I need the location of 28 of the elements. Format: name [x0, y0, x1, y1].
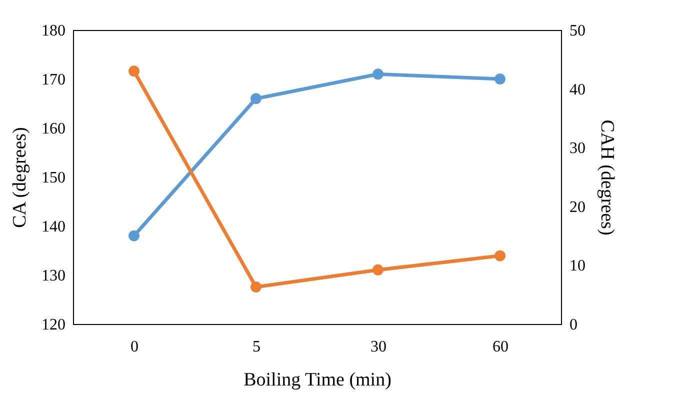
x-tick-label: 0 [130, 338, 138, 356]
x-axis-title: Boiling Time (min) [244, 370, 392, 390]
point [128, 66, 140, 77]
x-tick-label: 60 [492, 338, 508, 356]
y-tick-label: 150 [42, 170, 66, 186]
y2-tick-label: 0 [570, 316, 578, 334]
y-axis-title: CA (degrees) [10, 127, 30, 228]
y2-tick-label: 20 [570, 198, 586, 216]
point [372, 264, 384, 276]
y-tick-label: 180 [42, 22, 66, 40]
y2-tick-label: 10 [570, 258, 586, 275]
x-tick-label: 30 [370, 338, 386, 356]
point [128, 230, 140, 242]
y-tick-label: 160 [42, 120, 66, 138]
y-tick-label: 120 [42, 316, 66, 334]
y2-tick-label: 50 [570, 22, 586, 40]
y-tick-label: 130 [42, 268, 66, 284]
point [494, 250, 506, 262]
y-tick-label: 140 [42, 218, 66, 236]
point [250, 93, 262, 104]
point [250, 281, 262, 292]
x-tick-label: 5 [252, 338, 260, 356]
y-tick-label: 170 [42, 72, 66, 88]
y2-axis-title: CAH (degrees) [596, 120, 618, 236]
point [372, 68, 384, 80]
point [494, 74, 506, 84]
y2-tick-label: 40 [570, 81, 586, 98]
y2-tick-label: 30 [570, 140, 586, 158]
